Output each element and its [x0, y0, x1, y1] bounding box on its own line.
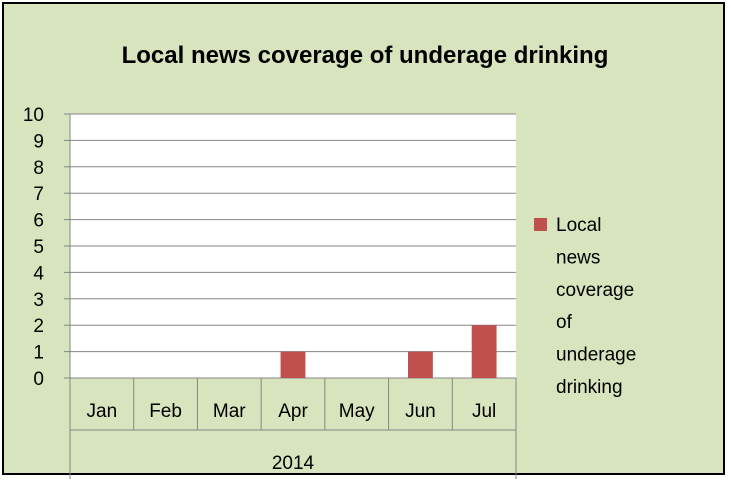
legend-label-line: drinking [556, 377, 623, 398]
y-tick-label: 4 [33, 263, 44, 284]
x-group-label: 2014 [272, 453, 315, 474]
y-tick-label: 2 [33, 316, 44, 337]
legend-label-line: of [556, 312, 573, 333]
x-category-label: Mar [213, 401, 246, 422]
y-tick-label: 1 [33, 343, 44, 364]
x-category-label: Jun [405, 401, 436, 422]
x-category-label: Jul [472, 401, 496, 422]
plot-area: 0 1 2 3 4 5 6 7 8 9 10 Jan Feb Mar Apr May Jun Jul 2014 [23, 105, 517, 479]
y-tick-label: 0 [33, 369, 44, 390]
x-category-label: Apr [278, 401, 308, 422]
bar [408, 351, 433, 378]
legend: Local news coverage of underage drinking [534, 215, 636, 398]
chart-title: Local news coverage of underage drinking [122, 42, 609, 69]
y-tick-label: 3 [33, 290, 44, 311]
x-category-label: Jan [87, 401, 118, 422]
x-category-label: Feb [149, 401, 182, 422]
y-tick-label: 5 [33, 237, 44, 258]
legend-label-line: Local [556, 215, 601, 236]
y-tick-label: 10 [23, 105, 44, 126]
legend-label-line: coverage [556, 280, 634, 301]
bar [471, 325, 497, 378]
legend-swatch [534, 218, 547, 231]
bar [280, 351, 306, 378]
legend-label-line: news [556, 247, 600, 268]
y-tick-label: 6 [33, 211, 44, 232]
y-tick-label: 8 [33, 158, 44, 179]
y-tick-label: 9 [33, 131, 44, 152]
legend-label-line: underage [556, 345, 636, 366]
x-category-label: May [339, 401, 375, 422]
y-tick-label: 7 [33, 184, 44, 205]
